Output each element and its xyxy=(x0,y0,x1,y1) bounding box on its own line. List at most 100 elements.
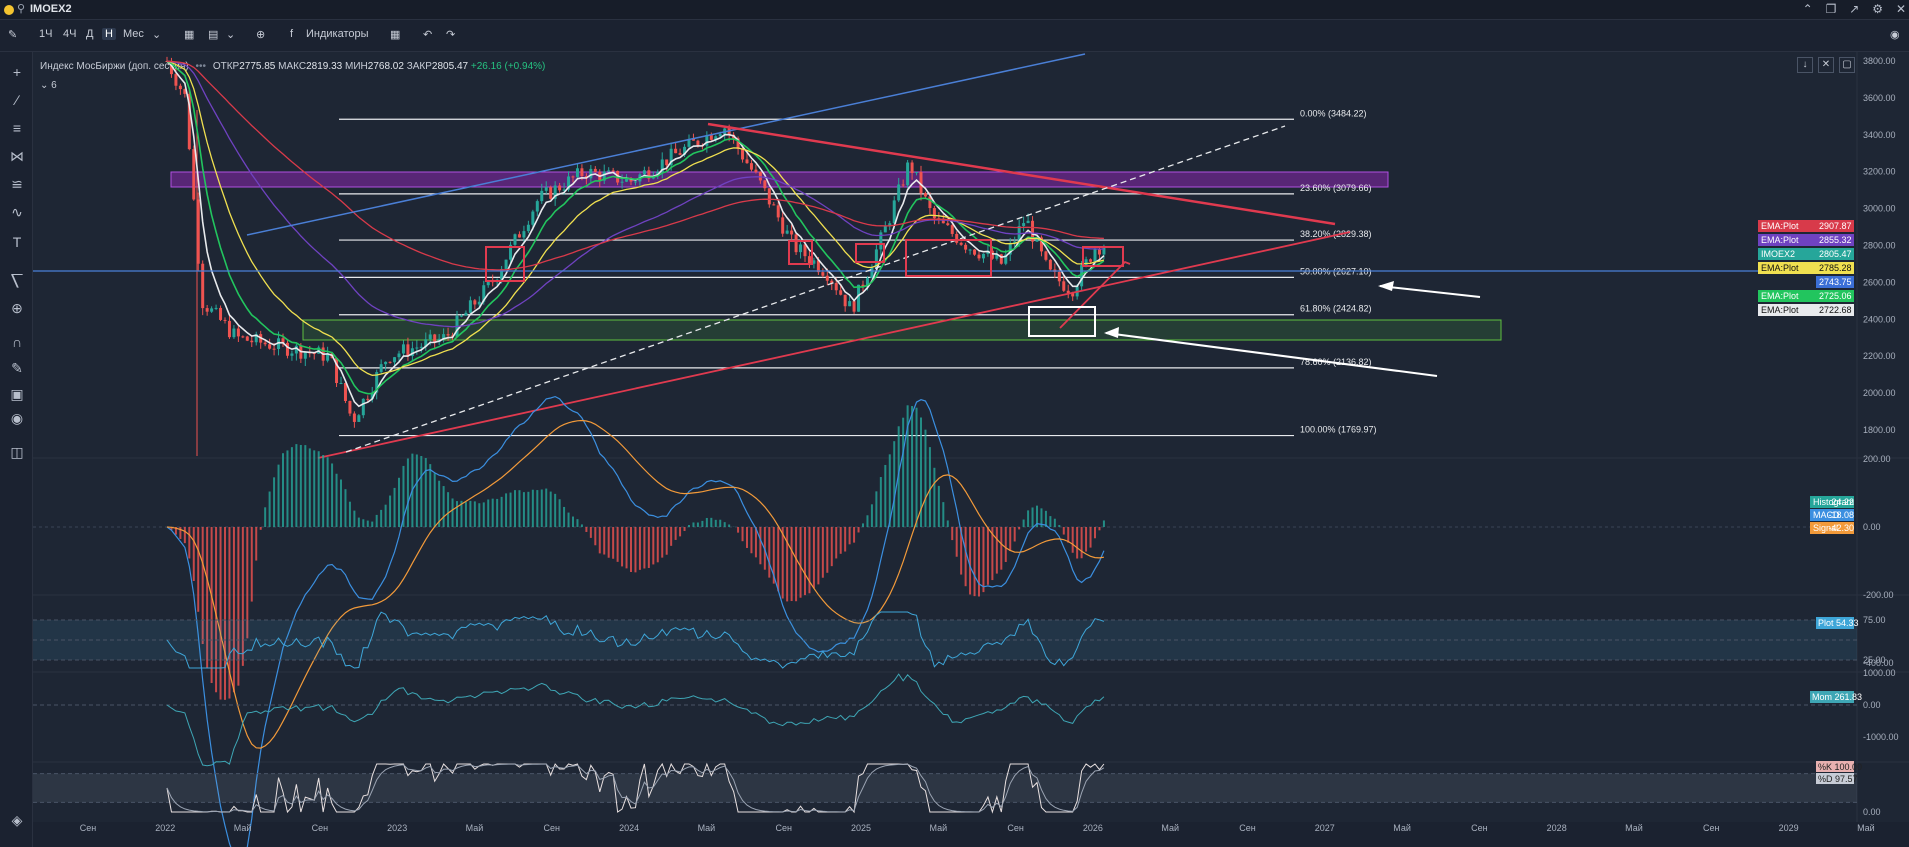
restore-icon[interactable]: ❐ xyxy=(1825,2,1837,16)
chart-canvas[interactable]: 0.00% (3484.22) 23.60% (3079.66) 38.20% (2… xyxy=(33,52,1909,847)
time-tick: 2029 xyxy=(1779,823,1799,833)
magnet-icon[interactable]: ∩ xyxy=(11,334,23,350)
candle-body xyxy=(370,392,374,400)
histogram-bar xyxy=(473,501,476,527)
candles-icon[interactable]: ▦ xyxy=(184,29,195,41)
histogram-bar xyxy=(282,453,284,527)
more-icon[interactable]: ••• xyxy=(195,61,207,72)
text-icon[interactable]: T xyxy=(12,234,22,250)
maximize-icon[interactable]: ▢ xyxy=(1839,57,1855,73)
pattern-icon[interactable]: ⋈ xyxy=(10,148,24,164)
search-icon[interactable]: ⚲ xyxy=(17,3,26,15)
macd-tick: -400.00 xyxy=(1863,658,1894,668)
interval-month[interactable]: Мес xyxy=(123,28,144,40)
arrow-618[interactable] xyxy=(1105,332,1438,377)
chevron-down-icon[interactable]: ⌄ xyxy=(40,80,49,91)
red-box-1[interactable] xyxy=(485,246,525,282)
symbol-title[interactable]: IMOEX2 xyxy=(30,3,72,15)
redo-icon[interactable]: ↷ xyxy=(446,29,456,41)
lock-icon[interactable]: ▣ xyxy=(10,386,24,402)
highlight-boxes[interactable] xyxy=(485,239,1124,337)
candle-body xyxy=(169,61,173,75)
white-dashed-line[interactable] xyxy=(345,125,1286,453)
crosshair-icon[interactable]: + xyxy=(12,64,22,80)
histogram-bar xyxy=(1022,519,1025,527)
candle-body xyxy=(607,170,611,172)
layers-icon[interactable]: ◈ xyxy=(11,812,23,828)
histogram-bar xyxy=(353,510,356,527)
histogram-bar xyxy=(759,527,762,565)
histogram-bar xyxy=(424,458,427,527)
trend-lines[interactable] xyxy=(33,53,1790,459)
price-axis[interactable]: 3800.00 3600.00 3400.00 3200.00 3000.00 2800.… xyxy=(1758,56,1899,817)
red-resistance-line[interactable] xyxy=(707,122,1336,226)
candle-body xyxy=(741,148,745,160)
chevron-down-icon[interactable]: ⌄ xyxy=(226,29,236,41)
candle-body xyxy=(691,138,695,141)
blue-channel-line[interactable] xyxy=(246,53,1086,236)
candle-body xyxy=(459,315,463,317)
interval-4h[interactable]: 4Ч xyxy=(63,28,77,40)
candle-body xyxy=(821,272,825,276)
candle-body xyxy=(879,232,883,250)
chevron-down-icon[interactable]: ⌄ xyxy=(152,29,162,41)
compare-icon[interactable]: ⊕ xyxy=(256,29,266,41)
eye-icon[interactable]: ◉ xyxy=(10,410,24,426)
fib-retracement[interactable]: 0.00% (3484.22) 23.60% (3079.66) 38.20% (2… xyxy=(339,108,1377,437)
interval-w[interactable]: Н xyxy=(102,28,116,40)
candle-body xyxy=(861,284,865,287)
red-box-4[interactable] xyxy=(905,239,992,277)
trash-icon[interactable]: ◫ xyxy=(10,444,24,460)
red-box-2[interactable] xyxy=(788,240,813,265)
candle-body xyxy=(379,364,383,373)
price-tick: 2200.00 xyxy=(1863,351,1896,361)
popout-icon[interactable]: ↗ xyxy=(1849,2,1860,16)
candle-body xyxy=(375,372,379,393)
horizontal-lines-icon[interactable]: ≡ xyxy=(12,120,22,136)
indicators-collapsed[interactable]: ⌄ 6 xyxy=(40,80,57,91)
fib-icon[interactable]: ≌ xyxy=(11,176,23,192)
white-box[interactable] xyxy=(1028,306,1096,337)
arrow-down-icon[interactable]: ↓ xyxy=(1797,57,1813,73)
candle-body xyxy=(593,168,597,172)
price-tick: 3400.00 xyxy=(1863,130,1896,140)
candle-body xyxy=(250,340,254,343)
settings-icon[interactable]: ⚙ xyxy=(1872,2,1884,16)
trend-line-icon[interactable]: ∕ xyxy=(15,92,19,108)
price-tag-label-bg xyxy=(1758,262,1816,274)
interval-1h[interactable]: 1Ч xyxy=(39,28,53,40)
fx-icon[interactable]: f xyxy=(290,28,294,40)
brush-icon[interactable]: ∿ xyxy=(11,204,23,220)
time-axis[interactable]: Сен 2022 Май Сен 2023 Май Сен 2024 Май Сен 2025 Май… xyxy=(80,823,1875,833)
histogram-bar xyxy=(879,477,882,527)
zoom-icon[interactable]: ⊕ xyxy=(11,300,23,316)
red-box-3[interactable] xyxy=(855,243,885,263)
arrow-50[interactable] xyxy=(1379,285,1481,298)
red-support-line[interactable] xyxy=(317,231,1351,459)
ruler-icon[interactable]: ⎲ xyxy=(10,272,24,288)
close-icon[interactable]: ✕ xyxy=(1895,2,1907,16)
indicators-button[interactable]: Индикаторы xyxy=(306,28,369,40)
histogram-bar xyxy=(1036,505,1038,527)
histogram-bar xyxy=(679,527,682,537)
price-tick: 3600.00 xyxy=(1863,93,1896,103)
pencil-icon[interactable]: ✎ xyxy=(8,29,18,41)
lock-drawing-icon[interactable]: ✎ xyxy=(11,360,23,376)
time-tick: 2027 xyxy=(1315,823,1335,833)
histogram-bar xyxy=(206,527,209,668)
histogram-bar xyxy=(911,406,914,527)
camera-icon[interactable]: ◉ xyxy=(1890,29,1900,41)
close-panel-icon[interactable]: ✕ xyxy=(1818,57,1834,73)
chevron-up-icon[interactable]: ⌃ xyxy=(1802,2,1813,16)
time-tick: Сен xyxy=(1007,823,1024,833)
chart-type-icon[interactable]: ▤ xyxy=(208,29,219,41)
histogram-bar xyxy=(1053,518,1056,527)
histogram-bar xyxy=(951,527,954,541)
red-box-5[interactable] xyxy=(1082,246,1124,267)
stoch-band xyxy=(33,773,1857,803)
layout-icon[interactable]: ▦ xyxy=(390,29,401,41)
interval-d[interactable]: Д xyxy=(86,28,94,40)
candle-body xyxy=(223,319,227,321)
undo-icon[interactable]: ↶ xyxy=(423,29,433,41)
histogram-bar xyxy=(522,492,525,527)
